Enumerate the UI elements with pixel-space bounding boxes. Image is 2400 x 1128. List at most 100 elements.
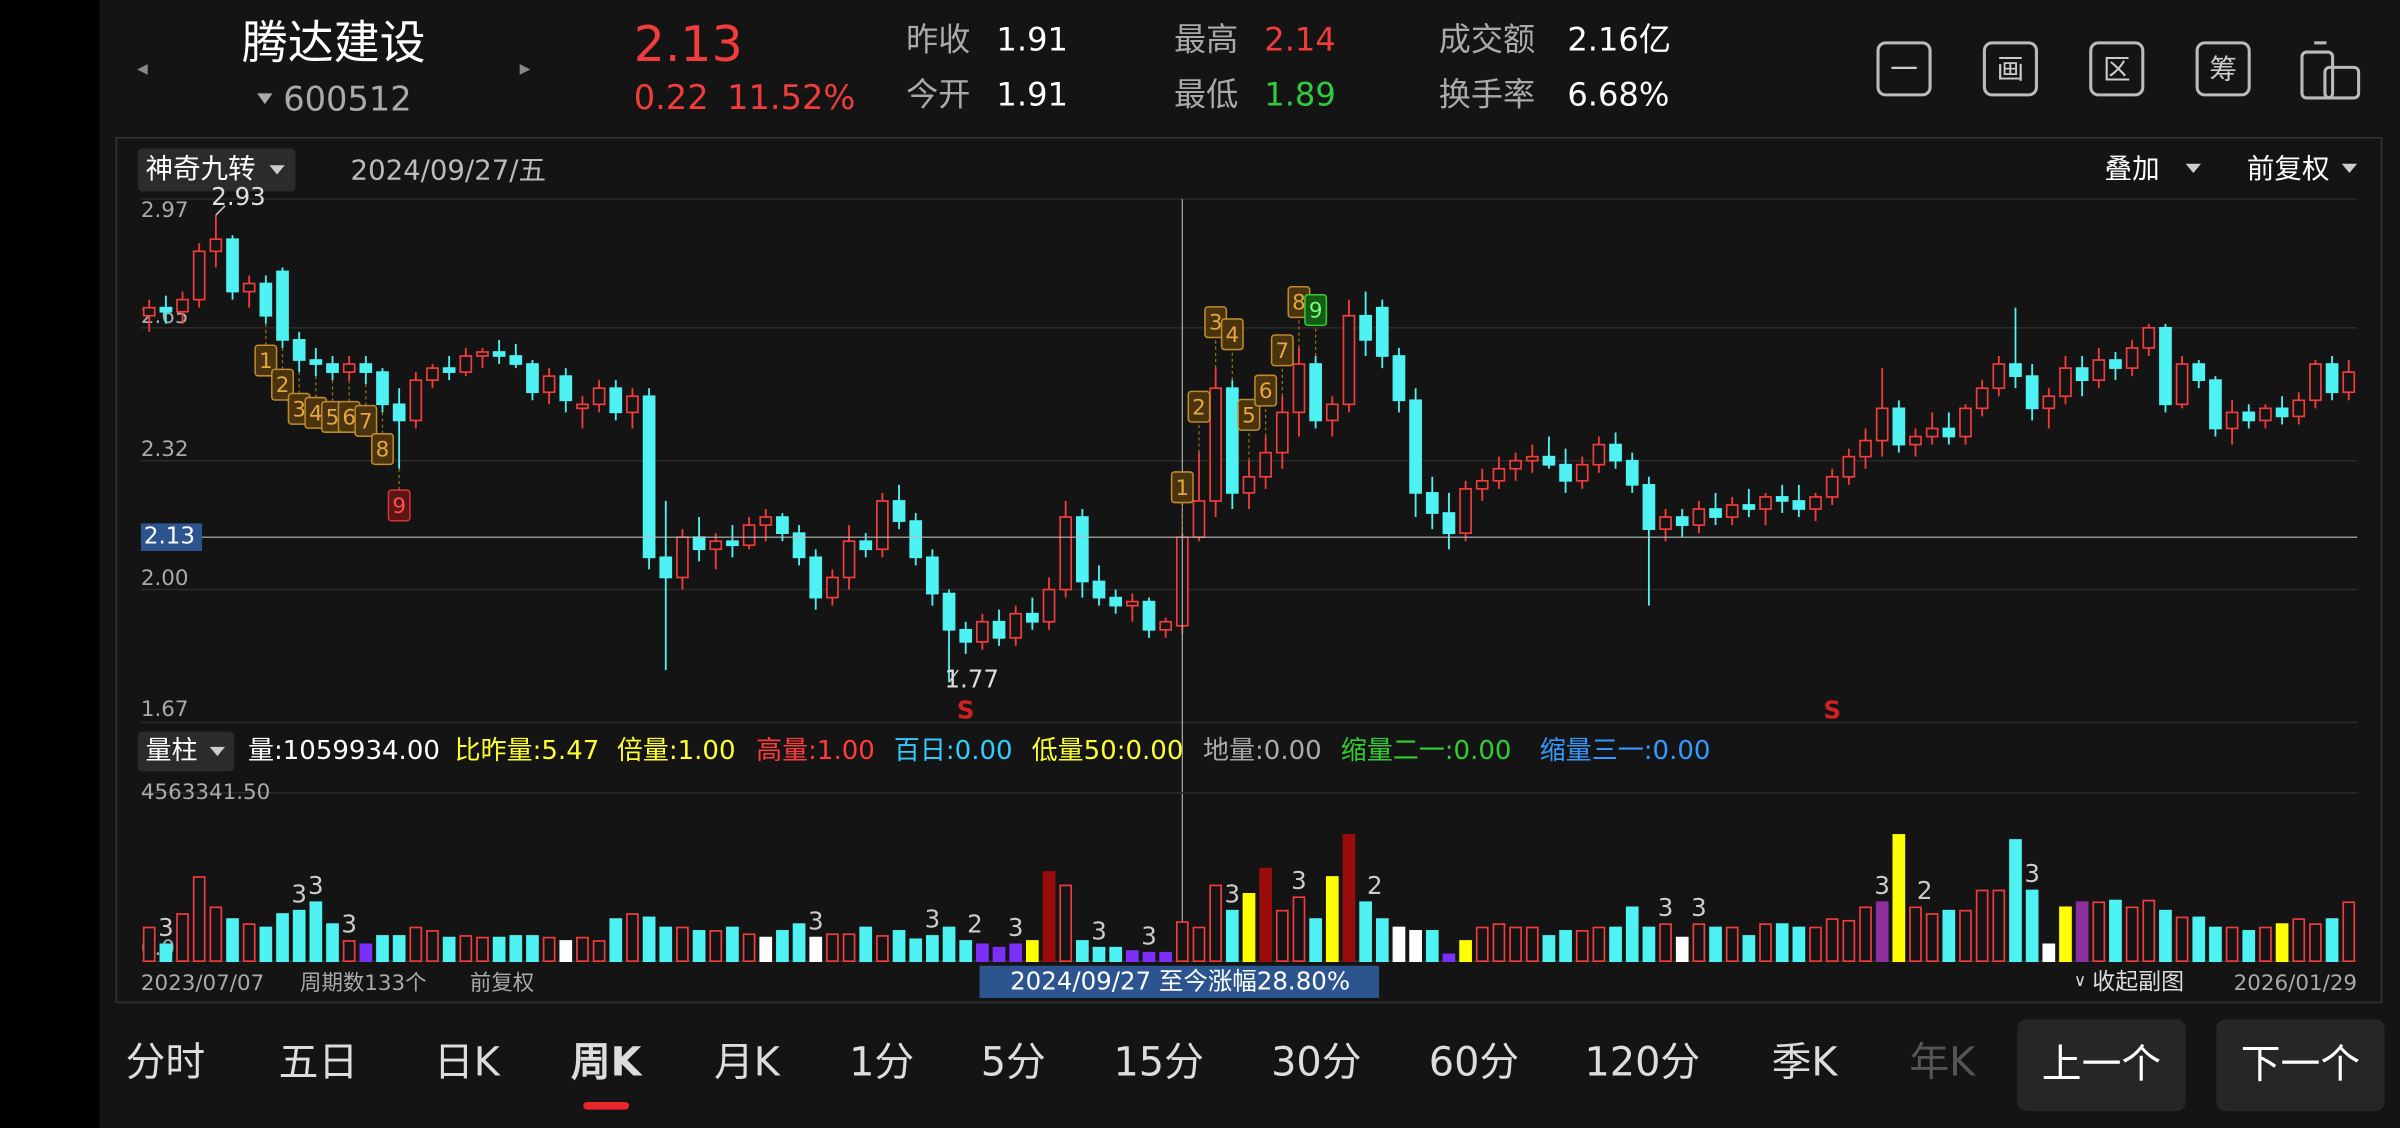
price: 2.13 — [634, 16, 743, 73]
tool-label[interactable]: 区 — [2103, 53, 2131, 85]
tool-button[interactable] — [1876, 41, 1932, 97]
volume-selector-label[interactable]: 量柱 — [145, 736, 197, 766]
candle-body — [409, 379, 423, 422]
adjust[interactable]: 前复权 — [2247, 153, 2330, 185]
volume-bar — [1575, 930, 1589, 963]
tool-label[interactable]: 一 — [1890, 53, 1918, 85]
phone-icon[interactable] — [2300, 41, 2361, 100]
volume-bar — [1659, 923, 1672, 963]
volume-bar-label: 3 — [2024, 859, 2040, 888]
candle-body — [142, 306, 156, 317]
candle-body — [1425, 492, 1439, 514]
collapse[interactable]: 收起副图 — [2092, 969, 2184, 995]
volume-bar — [1842, 919, 1856, 963]
min-label: 1.77 — [944, 665, 998, 694]
candle-body — [559, 375, 573, 402]
volume-bar — [1309, 918, 1322, 963]
button[interactable] — [2216, 1019, 2385, 1112]
candle-body — [1642, 484, 1656, 530]
button-label[interactable]: 下一个 — [2241, 1041, 2360, 1087]
y-tick-label: 2.00 — [141, 566, 189, 591]
volume-bar — [392, 935, 406, 963]
nine-turn-box — [1304, 294, 1328, 327]
volume-bar — [226, 918, 239, 963]
tab[interactable]: 五日 — [279, 1040, 359, 1086]
candle-body — [609, 387, 623, 414]
indicator-name[interactable]: 神奇九转 — [145, 153, 255, 185]
candle-body — [742, 524, 756, 547]
tool-button[interactable] — [1982, 41, 2038, 97]
tab[interactable]: 120分 — [1584, 1040, 1700, 1086]
volume-bar — [1059, 884, 1073, 963]
candle-body — [1125, 600, 1139, 607]
candle-body — [459, 355, 473, 373]
volume-bar — [2259, 926, 2272, 963]
tab[interactable]: 年K — [1909, 1040, 1976, 1086]
volume-bar — [592, 940, 606, 963]
y-tick-label: 2.32 — [141, 437, 189, 462]
volume-bar — [1975, 889, 1989, 963]
candle-body — [1509, 459, 1522, 470]
tab[interactable]: 分时 — [126, 1040, 206, 1086]
next-stock[interactable]: ▸ — [520, 56, 531, 81]
volume-selector[interactable] — [137, 731, 235, 772]
volume-bar — [326, 923, 339, 963]
volume-bar — [1525, 926, 1539, 963]
volume-bar — [776, 930, 789, 963]
tab[interactable]: 月K — [714, 1040, 781, 1086]
nine-turn-label: 3 — [292, 397, 306, 422]
tab[interactable]: 1分 — [849, 1040, 914, 1086]
candle-body — [2342, 371, 2356, 394]
volume-bar — [576, 936, 589, 963]
candle-body — [2109, 359, 2122, 369]
volume-bar-label: 3 — [1291, 866, 1307, 895]
tool-label[interactable]: 画 — [1997, 53, 2025, 85]
volume-indicator: 地量:0.00 — [1203, 736, 1322, 766]
volume-bar — [642, 916, 656, 963]
nine-turn-label: 7 — [1275, 339, 1289, 364]
tab[interactable]: 周K — [571, 1040, 644, 1086]
candle-body — [1942, 427, 1956, 438]
tab[interactable]: 日K — [434, 1040, 501, 1086]
tab[interactable]: 5分 — [981, 1040, 1046, 1086]
candle-body — [292, 339, 306, 361]
volume-bar — [926, 935, 939, 963]
candle-body — [726, 540, 739, 547]
candle-body — [692, 536, 706, 551]
tab[interactable]: 季K — [1772, 1040, 1839, 1086]
tool-button[interactable] — [2089, 41, 2145, 97]
candle-body — [509, 355, 523, 365]
volume-bar — [426, 930, 439, 963]
tool-label[interactable]: 筹 — [2209, 53, 2237, 85]
volume-bar — [1709, 926, 1722, 963]
button-label[interactable]: 上一个 — [2042, 1041, 2161, 1087]
indicator-selector[interactable] — [137, 148, 296, 192]
volume-bar — [1759, 923, 1772, 963]
tool-button[interactable] — [2195, 41, 2251, 97]
volume-bar — [2092, 901, 2106, 963]
tab[interactable]: 15分 — [1113, 1040, 1203, 1086]
overlay[interactable]: 叠加 — [2105, 153, 2160, 185]
volume-bar — [1092, 946, 1106, 963]
candle-body — [776, 516, 789, 535]
volume-bar — [1375, 918, 1389, 963]
volume-bar — [2059, 906, 2072, 963]
volume-bar — [276, 913, 289, 963]
candle-body — [492, 351, 506, 357]
candle-body — [1625, 459, 1639, 486]
volume-bar — [1042, 871, 1056, 963]
volume-bar — [1542, 935, 1556, 963]
volume-bar — [1009, 943, 1023, 963]
candle-body — [276, 270, 289, 341]
volume-bar — [1725, 926, 1739, 963]
candle-body — [1026, 612, 1039, 623]
candle-body — [176, 298, 189, 313]
button[interactable] — [2017, 1019, 2186, 1112]
stat-label: 换手率 — [1439, 75, 1535, 113]
tab[interactable]: 30分 — [1271, 1040, 1361, 1086]
tab[interactable]: 60分 — [1429, 1040, 1519, 1086]
period-count: 周期数133个 — [300, 971, 426, 996]
candle-body — [1825, 475, 1839, 498]
prev-stock[interactable]: ◂ — [137, 56, 148, 81]
candle-body — [1292, 363, 1306, 414]
